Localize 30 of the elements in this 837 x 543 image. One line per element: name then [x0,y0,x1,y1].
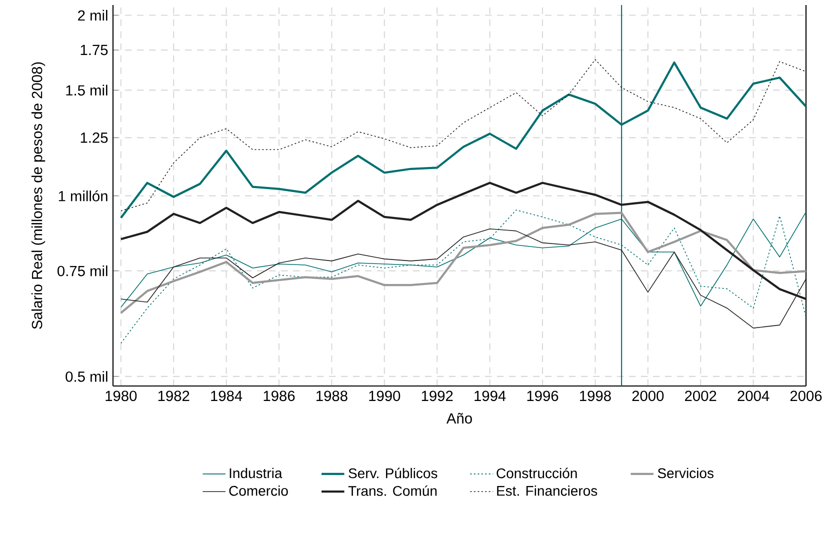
x-tick-label: 1984 [211,390,242,402]
x-tick-label: 1996 [527,390,558,402]
y-tick-label: 1.75 [80,44,108,56]
y-tick-label: 1 millón [58,190,108,202]
y-tick-label: 1.5 mil [66,84,108,96]
y-axis-title: Salario Real (millones de pesos de 2008) [31,62,46,329]
y-tick-label: 1.25 [80,132,108,143]
x-tick-label: 2006 [790,390,822,402]
x-tick-label: 1982 [158,390,190,402]
legend-label: Construcción [496,468,577,478]
y-tick-label: 2 mil [78,10,108,21]
x-tick-label: 1990 [369,390,400,402]
x-tick-label: 2004 [738,390,770,402]
x-tick-label: 2000 [632,390,664,402]
x-tick-label: 1988 [316,390,348,402]
x-tick-label: 1992 [422,390,453,402]
legend-label: Serv. Públicos [348,468,438,478]
x-tick-label: 2002 [685,390,716,402]
y-tick-label: 0.5 mil [66,371,108,382]
x-tick-label: 1998 [580,390,611,402]
x-tick-label: 1994 [474,390,506,402]
x-tick-label: 1980 [106,390,137,402]
legend-label: Est. Financieros [497,486,598,496]
legend-label: Servicios [658,468,714,478]
y-tick-label: 0.75 mil [58,265,108,276]
legend-label: Industria [230,468,282,478]
legend-label: Trans. Común [348,485,437,496]
legend-label: Comercio [229,486,288,496]
x-axis-title: Año [446,412,472,424]
x-tick-label: 1986 [264,390,295,402]
